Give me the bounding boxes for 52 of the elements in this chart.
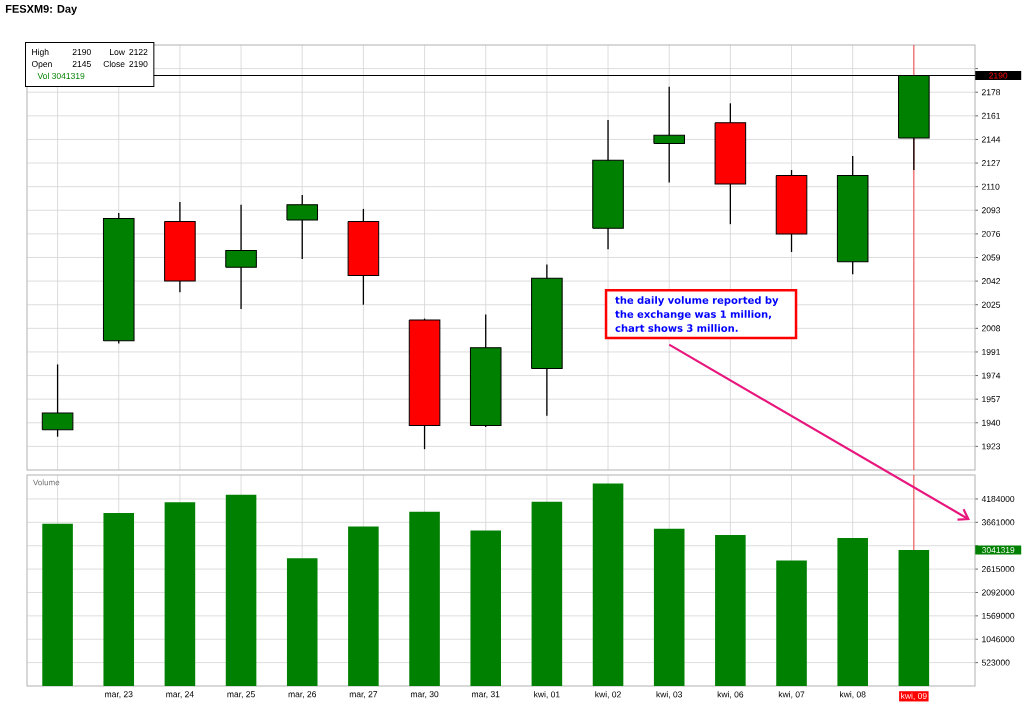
annotation: Open [31,60,52,69]
x-tick-label: mar, 23 [105,691,133,699]
annotation: Low [110,49,125,55]
y-tick-label: 2144 [981,136,1001,143]
x-tick-label: kwi, 02 [595,691,621,699]
x-tick-label: kwi, 09 [901,692,927,700]
y-tick-label: 2092000 [981,589,1015,596]
x-tick-label: kwi, 06 [717,691,744,699]
x-tick-label: kwi, 03 [656,691,683,699]
y-tick-label: 2025 [981,301,1001,308]
x-tick-label: mar, 24 [166,691,194,699]
annotation: Close [103,60,125,67]
x-tick-label: kwi, 07 [778,691,805,699]
annotation: the daily volume reported by the exchange was 1 million, chart shows 3 million. [615,296,779,332]
y-tick-label: 2110 [981,183,1000,190]
y-tick-label: 1046000 [982,636,1015,643]
chart-title: Volume [32,479,60,486]
y-tick-label: 523000 [981,659,1010,666]
annotation: 2145 [72,60,91,67]
annotation: High [32,48,49,57]
y-tick-label: 2059 [981,254,1001,261]
x-tick-label: kwi, 01 [534,691,560,699]
x-tick-label: mar, 31 [472,691,500,699]
y-tick-label: 2178 [981,89,1001,96]
y-tick-label: 2076 [981,230,1001,237]
annotation: Vol [37,72,49,79]
y-tick-label: 1569000 [982,612,1015,619]
y-tick-label: 2008 [981,325,1001,332]
ref-line-label: 2190 [989,72,1008,79]
y-tick-label: 1923 [982,443,1001,450]
chart-title: FESXM9: Day [5,5,78,15]
x-tick-label: mar, 30 [410,691,439,699]
x-tick-label: mar, 27 [349,691,378,699]
annotation: 2122 [129,48,148,55]
y-tick-label: 2042 [981,278,1001,285]
y-tick-label: 4184000 [981,495,1015,502]
y-tick-label: 1974 [982,372,1001,379]
annotation: 3041319 [52,72,85,79]
annotation: 2190 [129,60,148,67]
y-tick-label: 1957 [982,396,1001,403]
x-tick-label: mar, 25 [227,691,255,699]
x-tick-label: kwi, 08 [840,691,866,699]
text: 3041319 [982,547,1015,554]
y-tick-label: 2615000 [981,566,1015,573]
y-tick-label: 1940 [982,419,1001,426]
annotation: 2190 [72,48,91,55]
y-tick-label: 1991 [982,348,1001,355]
x-tick-label: mar, 26 [288,691,317,699]
y-tick-label: 2093 [981,207,1001,214]
y-tick-label: 3661000 [981,519,1015,526]
y-tick-label: 2127 [981,160,1001,167]
y-tick-label: 2161 [981,112,1001,119]
